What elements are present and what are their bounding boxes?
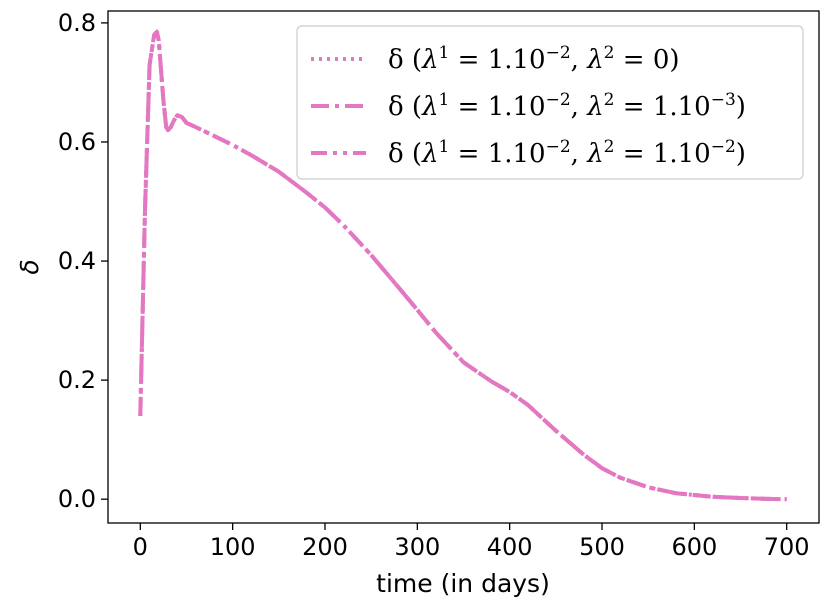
y-tick-label: 0.8 bbox=[58, 9, 96, 37]
x-tick-label: 100 bbox=[210, 533, 256, 561]
x-tick-label: 400 bbox=[487, 533, 533, 561]
y-axis: 0.0 0.2 0.4 0.6 0.8 bbox=[58, 9, 108, 513]
legend-frame bbox=[296, 25, 804, 180]
y-tick-label: 0.4 bbox=[58, 247, 96, 275]
plot-lines bbox=[138, 29, 787, 502]
x-axis-label: time (in days) bbox=[376, 569, 550, 598]
axes-frame bbox=[107, 10, 820, 524]
legend: δ (λ1 = 1.10−2, λ2 = 0)δ (λ1 = 1.10−2, λ… bbox=[296, 25, 804, 180]
y-tick-label: 0.0 bbox=[58, 485, 96, 513]
y-tick-label: 0.6 bbox=[58, 128, 96, 156]
legend-entry-1: δ (λ1 = 1.10−2, λ2 = 0) bbox=[388, 43, 680, 75]
x-tick-label: 600 bbox=[671, 533, 717, 561]
x-tick-label: 200 bbox=[302, 533, 348, 561]
x-tick-label: 500 bbox=[579, 533, 625, 561]
series-line-2 bbox=[138, 29, 787, 502]
x-axis: 0 100 200 300 400 500 600 700 bbox=[133, 523, 810, 561]
x-tick-label: 0 bbox=[133, 533, 148, 561]
x-tick-label: 300 bbox=[394, 533, 440, 561]
y-axis-label: δ bbox=[15, 259, 44, 274]
y-tick-label: 0.2 bbox=[58, 366, 96, 394]
x-tick-label: 700 bbox=[764, 533, 810, 561]
